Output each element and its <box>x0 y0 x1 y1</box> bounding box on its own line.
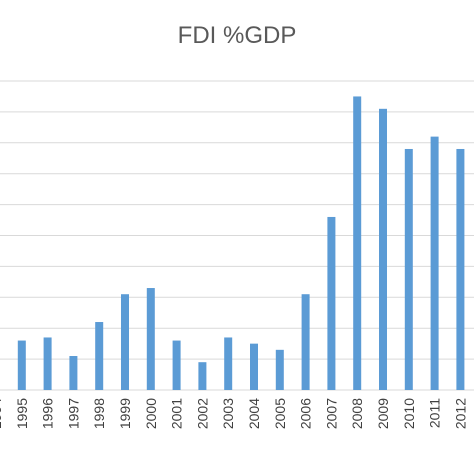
bar-2010 <box>404 148 413 390</box>
x-tick-label-1999: 1999 <box>117 398 133 429</box>
x-tick-label-2003: 2003 <box>220 398 236 429</box>
bar-2009 <box>379 108 387 390</box>
bar-1998 <box>95 322 104 390</box>
x-tick-label-2008: 2008 <box>349 398 365 429</box>
bar-2011 <box>430 136 439 390</box>
x-tick-label-1996: 1996 <box>40 398 56 429</box>
chart-title: FDI %GDP <box>177 22 297 49</box>
bar-1995 <box>17 340 26 390</box>
bar-1996 <box>43 337 52 390</box>
x-tick-label-2009: 2009 <box>375 398 391 429</box>
x-tick-label-2011: 2011 <box>427 398 443 428</box>
x-tick-label-1995: 1995 <box>14 398 30 429</box>
x-tick-label-2010: 2010 <box>401 398 417 429</box>
bar-2007 <box>327 216 336 390</box>
bar-2003 <box>224 337 233 390</box>
bar-2012 <box>456 148 465 390</box>
bar-2004 <box>250 343 258 390</box>
bar-1997 <box>69 356 78 390</box>
bar-2000 <box>146 288 155 390</box>
bar-1999 <box>121 294 129 390</box>
x-tick-label-2002: 2002 <box>194 398 210 429</box>
x-tick-label-1997: 1997 <box>65 398 81 429</box>
bar-2005 <box>275 349 284 390</box>
x-tick-label-2007: 2007 <box>323 398 339 429</box>
x-tick-label-1994: 1994 <box>0 398 4 429</box>
x-tick-label-2001: 2001 <box>169 398 185 429</box>
bar-2008 <box>353 96 362 390</box>
x-tick-label-2006: 2006 <box>298 398 314 429</box>
bar-2001 <box>172 340 181 390</box>
bar-2006 <box>301 294 310 390</box>
x-tick-label-2005: 2005 <box>272 398 288 429</box>
x-tick-label-1998: 1998 <box>91 398 107 429</box>
x-tick-label-2004: 2004 <box>246 398 262 429</box>
bar-2002 <box>198 362 207 390</box>
x-tick-label-2012: 2012 <box>452 398 468 429</box>
x-tick-label-2000: 2000 <box>143 398 159 429</box>
